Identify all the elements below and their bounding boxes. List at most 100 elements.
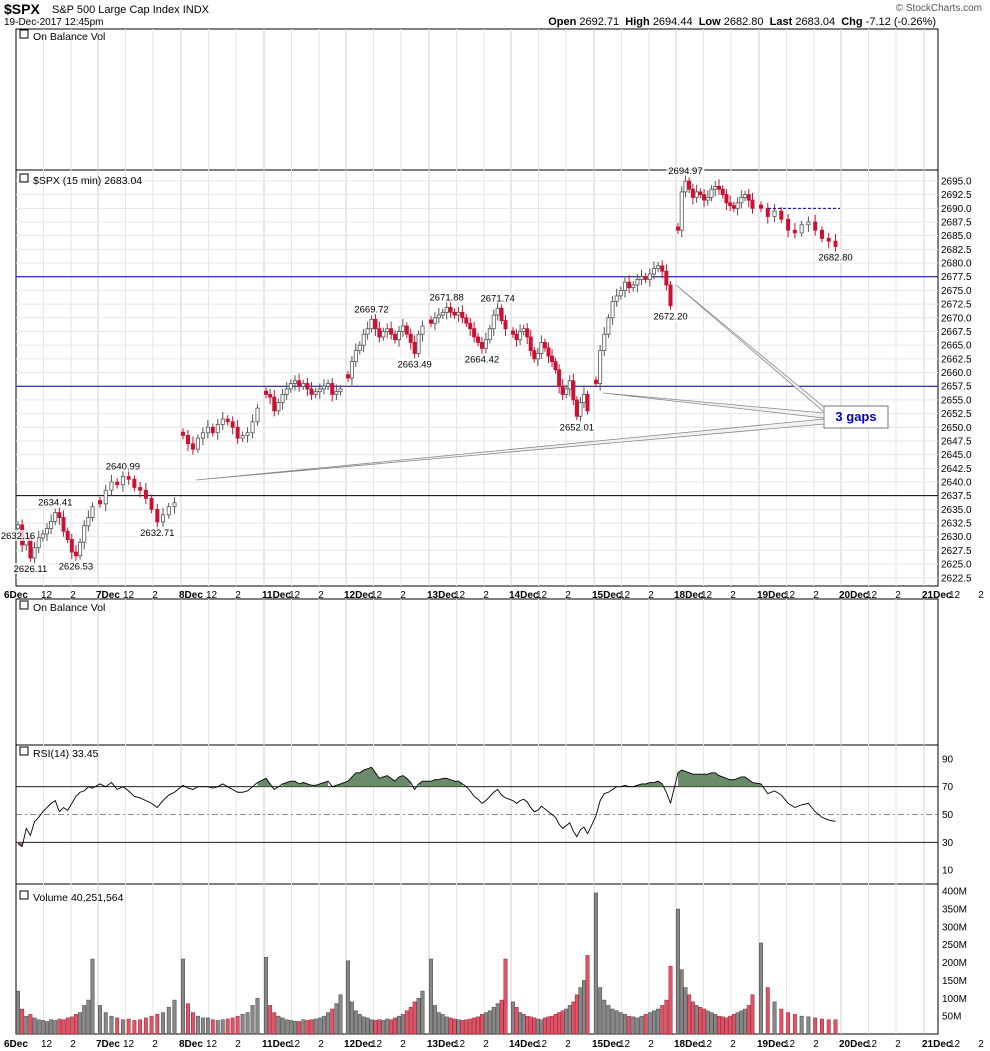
- candle-body: [36, 537, 41, 549]
- rsi-line-segment: [17, 786, 93, 848]
- volume-bar: [240, 1014, 245, 1035]
- x-intraday-label: 2: [235, 590, 241, 601]
- x-day-label: 6Dec: [4, 590, 28, 601]
- volume-bar: [280, 1017, 285, 1035]
- price-candle: [90, 502, 95, 522]
- x-day-label: 11Dec: [262, 1039, 291, 1050]
- volume-bar: [651, 1010, 656, 1035]
- rsi-line-segment: [587, 780, 671, 835]
- volume-bar: [40, 1020, 45, 1035]
- price-candle: [190, 436, 195, 455]
- price-candle: [806, 216, 811, 232]
- volume-bar: [404, 1010, 409, 1035]
- legend-swatch: [19, 29, 29, 39]
- price-candle: [539, 335, 544, 359]
- annotation-bg: [427, 291, 466, 303]
- candle-body: [65, 530, 70, 540]
- candle-body: [647, 273, 652, 280]
- price-candle: [651, 261, 656, 280]
- x-intraday-label: 12: [949, 1039, 961, 1050]
- callout-text: 3 gaps: [835, 409, 876, 424]
- candle-body: [235, 426, 240, 439]
- volume-bar: [346, 960, 350, 1035]
- price-candle: [155, 503, 160, 530]
- candle-body: [408, 333, 413, 343]
- volume-bar: [284, 1019, 289, 1035]
- price-candle: [305, 378, 310, 397]
- x-intraday-label: 12: [701, 590, 713, 601]
- price-candle: [779, 207, 784, 224]
- x-intraday-label: 2: [318, 590, 324, 601]
- candle-body: [709, 188, 714, 198]
- candle-body: [420, 325, 425, 335]
- volume-bar: [268, 1005, 273, 1035]
- price-candle: [676, 223, 681, 235]
- volume-bar: [16, 990, 20, 1035]
- x-intraday-label: 12: [454, 590, 466, 601]
- x-intraday-label: 2: [730, 590, 736, 601]
- volume-bar: [389, 1019, 394, 1035]
- candle-body: [86, 517, 91, 527]
- volume-bar: [369, 1019, 374, 1035]
- volume-bar: [713, 1014, 718, 1035]
- price-candle: [272, 390, 277, 417]
- volume-bar: [385, 1018, 390, 1035]
- volume-bar: [321, 1015, 326, 1035]
- price-candle: [472, 321, 477, 343]
- price-candle: [618, 286, 623, 300]
- price-candle: [668, 281, 673, 310]
- price-tick-label: 2625.0: [941, 560, 972, 571]
- price-candle: [132, 475, 137, 492]
- volume-bar: [468, 1018, 473, 1035]
- volume-bar: [483, 1012, 488, 1035]
- volume-bar: [264, 956, 268, 1035]
- candle-body: [772, 210, 777, 217]
- volume-bar: [578, 987, 583, 1035]
- candle-body: [553, 361, 558, 371]
- volume-bar: [115, 1017, 120, 1035]
- candle-body: [598, 350, 603, 384]
- candle-body: [668, 284, 673, 307]
- candle-body: [432, 317, 437, 324]
- price-tick-label: 2632.5: [941, 519, 972, 530]
- price-tick-label: 2675.0: [941, 286, 972, 297]
- candle-body: [404, 325, 409, 335]
- candle-body: [702, 194, 707, 201]
- price-tick-label: 2657.5: [941, 382, 972, 393]
- volume-bar: [90, 958, 95, 1035]
- price-candle: [230, 416, 235, 435]
- volume-bar: [582, 980, 586, 1035]
- price-candle: [464, 313, 469, 328]
- price-candle: [280, 388, 285, 410]
- price-candle: [292, 375, 297, 391]
- candle-body: [724, 194, 729, 204]
- volume-bar: [668, 965, 673, 1035]
- price-candle: [115, 478, 120, 489]
- volume-bar: [452, 1018, 457, 1035]
- volume-bar: [420, 990, 425, 1035]
- x-day-label: 11Dec: [262, 590, 291, 601]
- rsi-line-segment: [505, 797, 588, 838]
- volume-bar: [709, 1012, 714, 1035]
- candle-body: [574, 399, 579, 417]
- volume-bar: [397, 1015, 401, 1035]
- price-candle: [377, 321, 382, 343]
- price-candle: [268, 388, 273, 405]
- volume-bar: [138, 1019, 143, 1035]
- candle-body: [826, 238, 831, 242]
- x-intraday-label: 2: [895, 590, 901, 601]
- volume-bar: [373, 1020, 378, 1035]
- price-candle: [532, 346, 537, 363]
- candle-body: [276, 402, 281, 412]
- price-tick-label: 2647.5: [941, 436, 972, 447]
- candle-body: [698, 191, 703, 196]
- candle-body: [460, 311, 465, 319]
- price-candle: [452, 308, 457, 319]
- x-intraday-label: 12: [123, 590, 135, 601]
- price-candle: [792, 223, 797, 239]
- volume-bar: [750, 994, 755, 1035]
- volume-bar: [779, 1008, 784, 1035]
- obv-top-label: On Balance Vol: [33, 31, 105, 43]
- volume-bar: [724, 1017, 729, 1035]
